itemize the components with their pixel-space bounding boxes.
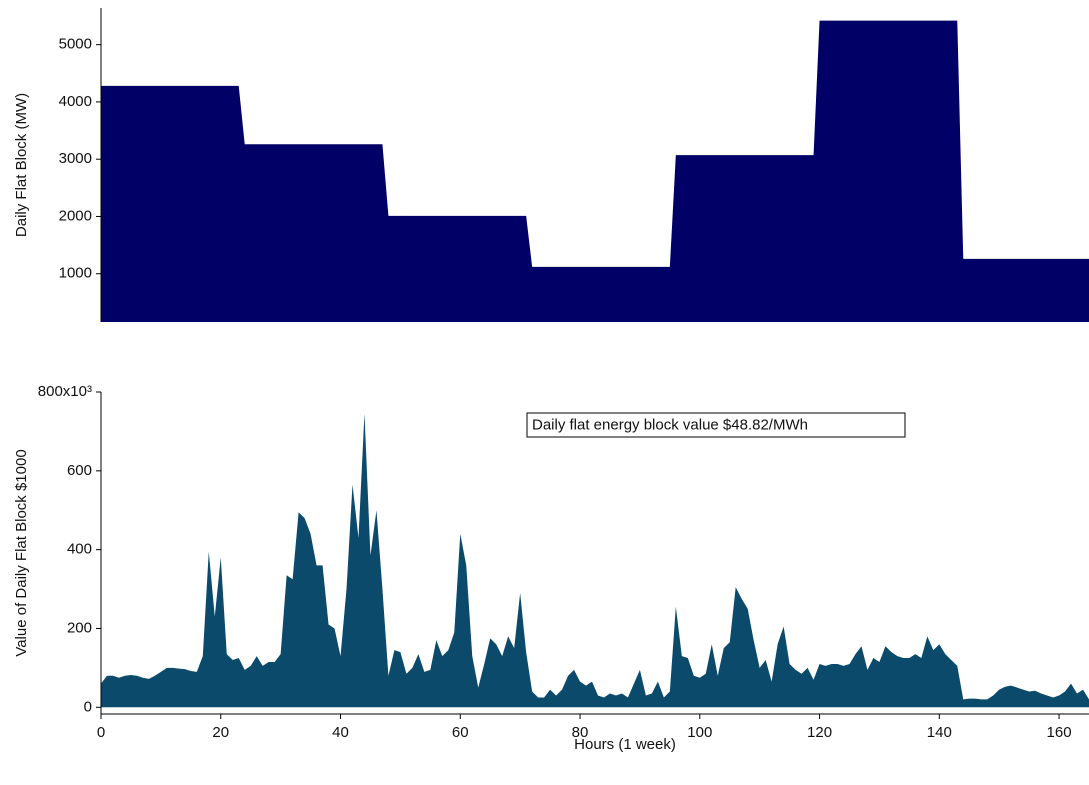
x-tick-label: 20 (212, 724, 229, 741)
x-tick-label: 0 (97, 724, 105, 741)
x-tick-label: 100 (687, 724, 712, 741)
y-tick-label: 3000 (59, 150, 92, 167)
x-tick-label: 140 (927, 724, 952, 741)
y-axis-label: Value of Daily Flat Block $1000 (13, 449, 30, 656)
y-tick-label: 2000 (59, 207, 92, 224)
x-tick-label: 120 (807, 724, 832, 741)
x-axis-label: Hours (1 week) (574, 736, 676, 753)
x-tick-label: 80 (572, 724, 589, 741)
y-tick-label: 200 (67, 619, 92, 636)
y-tick-label: 5000 (59, 36, 92, 53)
y-tick-label: 400 (67, 541, 92, 558)
y-tick-label: 1000 (59, 265, 92, 282)
x-tick-label: 160 (1047, 724, 1072, 741)
y-tick-label: 600 (67, 462, 92, 479)
annotation-box (526, 412, 906, 438)
area (101, 413, 1089, 708)
y-tick-label: 0 (84, 698, 92, 715)
y-axis-label: Daily Flat Block (MW) (13, 93, 30, 237)
annotation: Daily flat energy block value $48.82/MWh (532, 416, 808, 433)
y-tick-label: 4000 (59, 93, 92, 110)
x-tick-label: 60 (452, 724, 469, 741)
x-tick-label: 40 (332, 724, 349, 741)
y-tick-label: 800x10³ (38, 383, 92, 400)
area (101, 20, 1089, 322)
